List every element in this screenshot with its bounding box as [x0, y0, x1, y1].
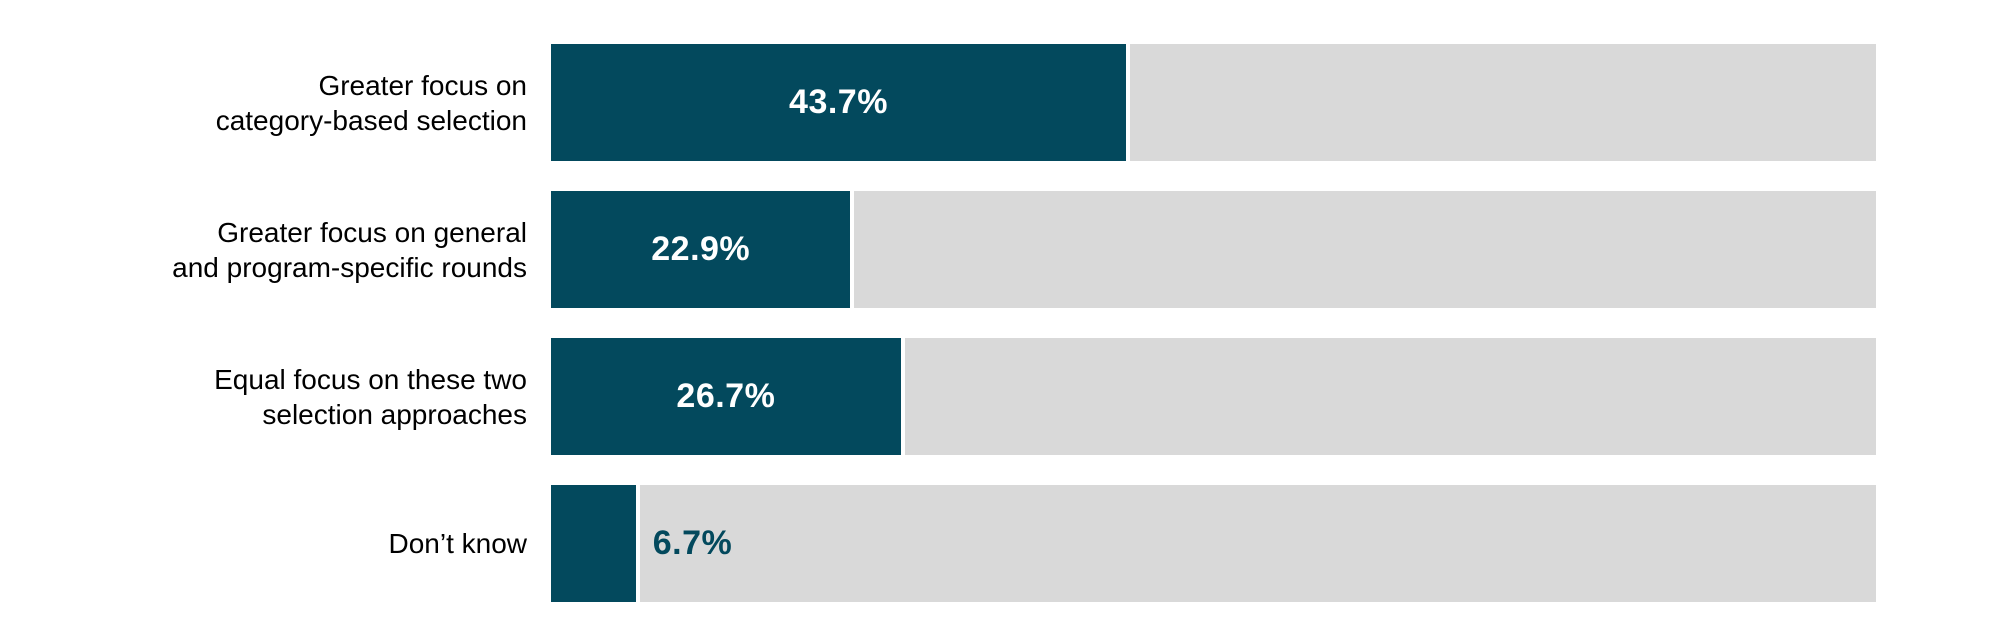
value-label: 22.9% [651, 230, 751, 268]
category-label: Greater focus on general and program-spe… [172, 216, 527, 283]
bar-fill: 26.7% [551, 338, 905, 455]
bar-track: 26.7% [551, 338, 1876, 455]
category-label: Don’t know [388, 528, 527, 559]
bar-row: Equal focus on these two selection appro… [0, 338, 2000, 455]
bar-track: 22.9% [551, 191, 1876, 308]
bar-row: Don’t know 6.7% [0, 485, 2000, 602]
bar-fill: 43.7% [551, 44, 1131, 161]
bar-track: 43.7% [551, 44, 1876, 161]
bar-row: Greater focus on general and program-spe… [0, 191, 2000, 308]
value-label: 6.7% [652, 524, 733, 562]
bar-track: 6.7% [551, 485, 1876, 602]
bar-fill [551, 485, 640, 602]
category-label: Equal focus on these two selection appro… [214, 363, 527, 430]
category-label: Greater focus on category-based selectio… [215, 69, 527, 136]
value-label: 26.7% [676, 377, 776, 415]
bar-row: Greater focus on category-based selectio… [0, 44, 2000, 161]
bar-fill: 22.9% [551, 191, 855, 308]
value-label: 43.7% [789, 83, 888, 121]
